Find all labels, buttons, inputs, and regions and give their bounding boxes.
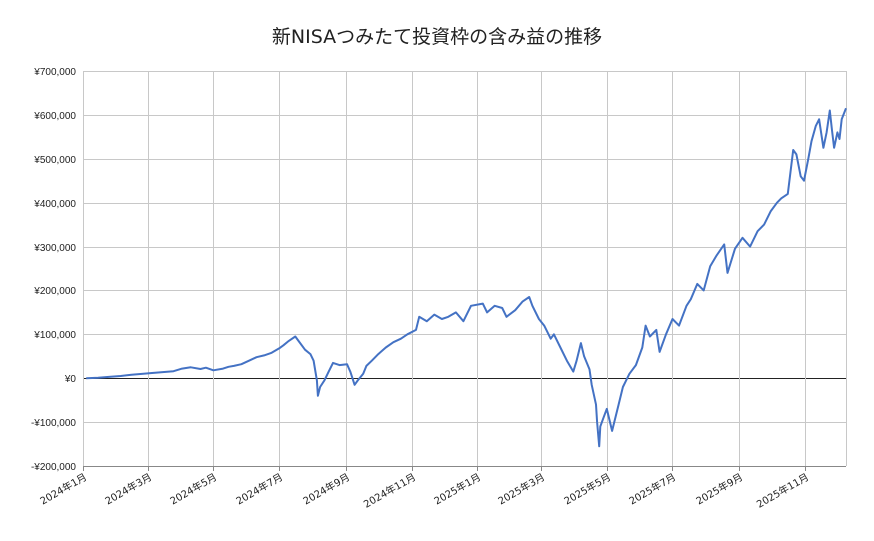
y-tick-label: ¥500,000 [33,155,76,166]
x-tick-label: 2025年7月 [627,470,678,507]
series-layer [86,107,847,448]
y-tick-label: -¥100,000 [31,418,76,429]
y-tick-label: ¥100,000 [33,330,76,341]
series-line [86,107,847,448]
x-tick-label: 2024年9月 [301,470,352,507]
chart-title: 新NISAつみたて投資枠の含み益の推移 [271,26,603,48]
x-tick-label: 2024年5月 [168,470,219,507]
x-tick-label: 2025年3月 [496,470,547,507]
y-tick-label: ¥400,000 [33,199,76,210]
y-tick-label: -¥200,000 [31,462,76,473]
x-axis-ticks: 2024年1月 2024年3月 2024年5月 2024年7月 2024年9月 2024年… [38,470,811,510]
y-axis-ticks: ¥700,000 ¥600,000 ¥500,000 ¥400,000 ¥300,000… [31,67,76,473]
x-tick-label: 2025年5月 [562,470,613,507]
x-tick-label: 2024年3月 [103,470,154,507]
y-tick-label: ¥300,000 [33,243,76,254]
grid [83,71,847,471]
y-tick-label: ¥700,000 [33,67,76,78]
y-tick-label: ¥600,000 [33,111,76,122]
x-tick-label: 2024年7月 [234,470,285,507]
x-tick-label: 2025年11月 [754,470,811,510]
x-tick-label: 2025年1月 [432,470,483,507]
x-tick-label: 2025年9月 [694,470,745,507]
y-tick-label: ¥200,000 [33,286,76,297]
x-tick-label: 2024年1月 [38,470,89,507]
y-tick-label: ¥0 [64,374,77,385]
x-tick-label: 2024年11月 [361,470,418,510]
